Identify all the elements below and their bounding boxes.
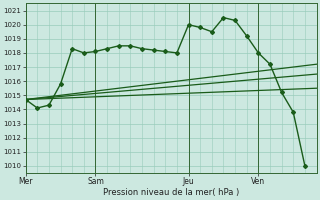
- X-axis label: Pression niveau de la mer( hPa ): Pression niveau de la mer( hPa ): [103, 188, 239, 197]
